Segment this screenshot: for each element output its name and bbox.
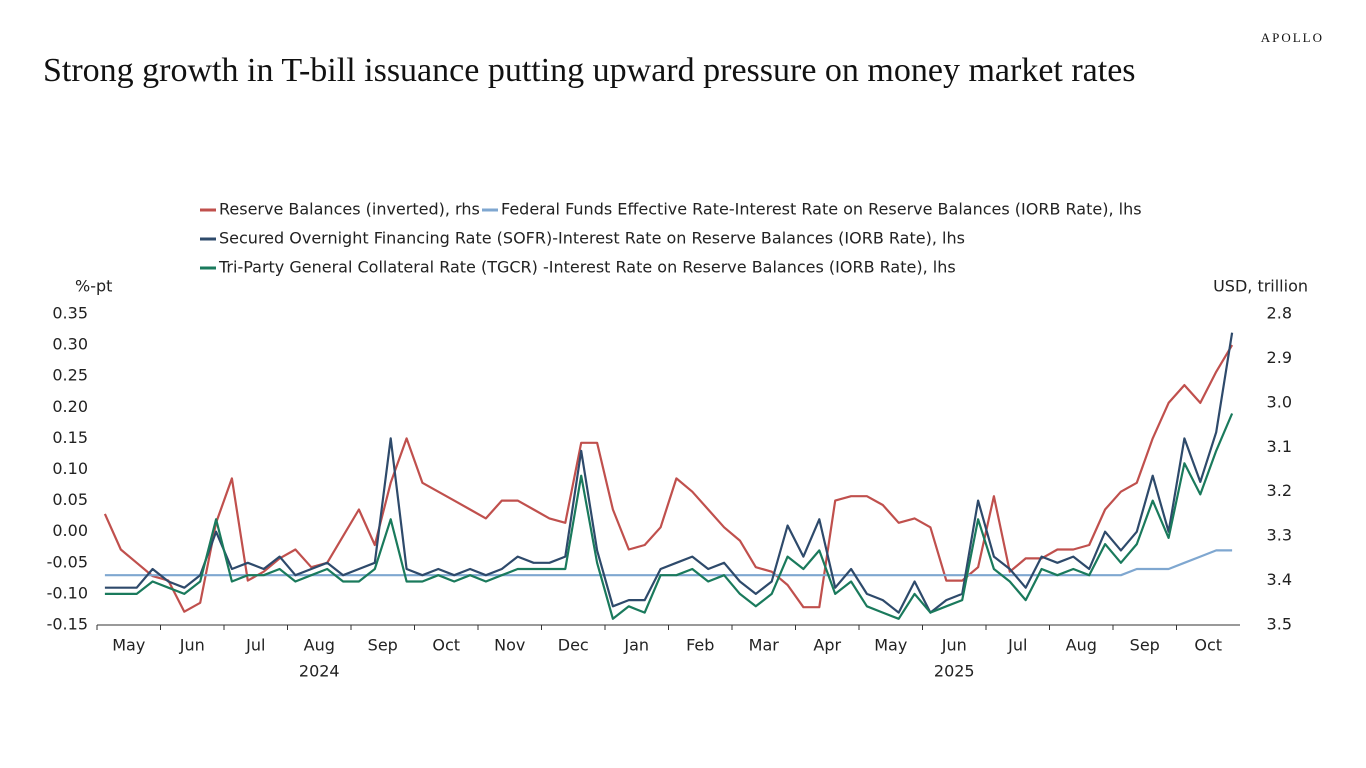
- x-tick-label: Aug: [304, 636, 335, 655]
- x-tick-label: Oct: [432, 636, 460, 655]
- x-tick-label: Mar: [749, 636, 780, 655]
- y2-tick-label: 3.2: [1267, 481, 1292, 500]
- x-tick-label: May: [874, 636, 907, 655]
- y-tick-label: 0.05: [52, 490, 88, 509]
- y-tick-label: 0.25: [52, 366, 88, 385]
- x-tick-label: Sep: [368, 636, 398, 655]
- x-tick-label: Apr: [813, 636, 841, 655]
- series-line: [104, 413, 1234, 620]
- x-tick-label: Jun: [941, 636, 967, 655]
- x-tick-label: Nov: [494, 636, 525, 655]
- x-tick-label: Dec: [558, 636, 589, 655]
- y2-tick-label: 2.8: [1267, 304, 1292, 323]
- x-tick-label: Aug: [1066, 636, 1097, 655]
- y-tick-label: 0.30: [52, 335, 88, 354]
- x-tick-label: Jan: [623, 636, 649, 655]
- x-tick-label: May: [112, 636, 145, 655]
- legend-label: Federal Funds Effective Rate-Interest Ra…: [501, 200, 1142, 219]
- y2-tick-label: 2.9: [1267, 348, 1292, 367]
- y-tick-label: 0.35: [52, 304, 88, 323]
- x-tick-label: Jul: [245, 636, 265, 655]
- x-tick-label: Feb: [686, 636, 714, 655]
- y2-tick-label: 3.3: [1267, 526, 1292, 545]
- x-tick-label: Sep: [1130, 636, 1160, 655]
- chart-title: Strong growth in T-bill issuance putting…: [43, 52, 1136, 89]
- y-tick-label: 0.20: [52, 397, 88, 416]
- y2-axis-title: USD, trillion: [1213, 277, 1308, 296]
- series-line: [104, 332, 1234, 614]
- y-tick-label: 0.10: [52, 459, 88, 478]
- y2-tick-label: 3.0: [1267, 392, 1292, 411]
- y2-tick-label: 3.1: [1267, 437, 1292, 456]
- y-axis-title: %-pt: [75, 277, 112, 296]
- y-tick-label: 0.15: [52, 428, 88, 447]
- y-tick-label: -0.15: [47, 615, 88, 634]
- year-label: 2024: [299, 662, 340, 681]
- brand: APOLLO: [1261, 30, 1324, 45]
- legend-label: Tri-Party General Collateral Rate (TGCR)…: [218, 258, 956, 277]
- legend-label: Secured Overnight Financing Rate (SOFR)-…: [219, 229, 965, 248]
- y2-tick-label: 3.4: [1267, 570, 1292, 589]
- x-tick-label: Jun: [179, 636, 205, 655]
- y2-tick-label: 3.5: [1267, 615, 1292, 634]
- year-label: 2025: [934, 662, 975, 681]
- y-tick-label: -0.05: [47, 552, 88, 571]
- y-tick-label: 0.00: [52, 521, 88, 540]
- x-tick-label: Jul: [1007, 636, 1027, 655]
- legend-label: Reserve Balances (inverted), rhs: [219, 200, 480, 219]
- x-tick-label: Oct: [1194, 636, 1222, 655]
- y-tick-label: -0.10: [47, 583, 88, 602]
